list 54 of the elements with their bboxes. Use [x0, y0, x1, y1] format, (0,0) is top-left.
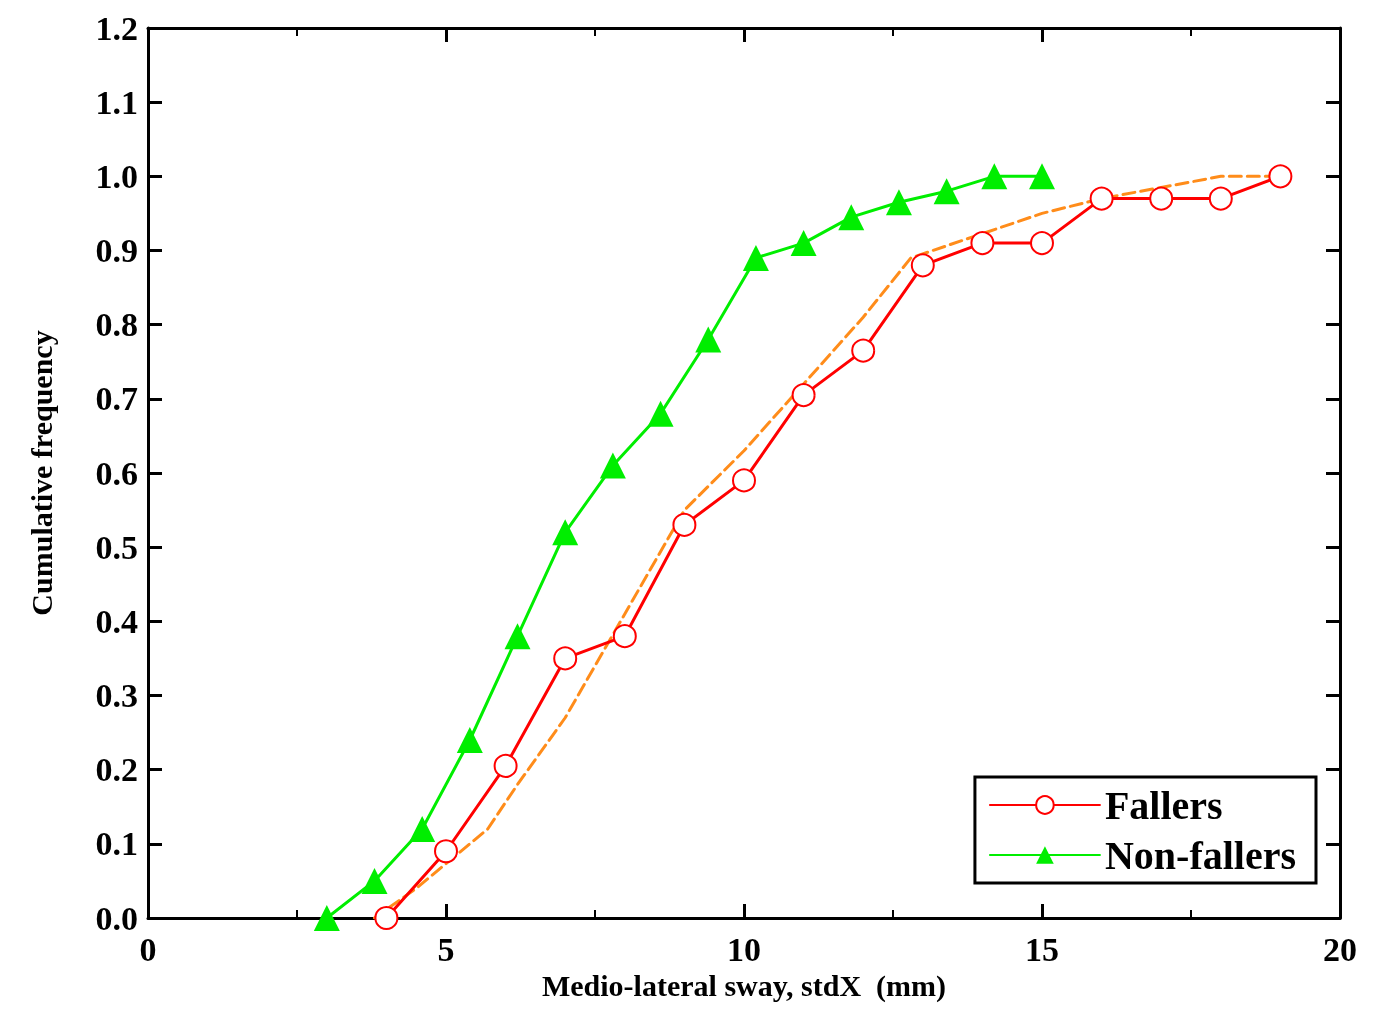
point	[409, 816, 436, 842]
point	[933, 178, 960, 205]
point	[851, 338, 876, 363]
x-tick-label: 20	[1323, 930, 1357, 968]
y-axis-title: Cumulative frequency	[24, 330, 58, 616]
y-tick-label: 1.2	[95, 9, 138, 47]
point	[456, 727, 483, 753]
point	[791, 383, 816, 408]
point	[374, 906, 399, 930]
y-tick-label: 0.7	[95, 380, 138, 418]
point	[1268, 164, 1293, 189]
y-tick-label: 0.4	[95, 602, 138, 640]
point	[732, 468, 756, 493]
point	[612, 624, 637, 649]
point	[970, 231, 995, 256]
y-tick-label: 0.0	[95, 899, 138, 937]
point	[599, 452, 626, 479]
y-tick-label: 0.5	[95, 528, 138, 566]
x-axis-title: Medio-lateral sway, stdX (mm)	[541, 969, 947, 1004]
y-tick-label: 0.1	[95, 825, 138, 863]
x-tick-label: 0	[139, 930, 157, 968]
point	[1149, 186, 1174, 211]
legend-label: Fallers	[1104, 782, 1223, 828]
legend-label: Non-fallers	[1104, 832, 1296, 878]
point	[1089, 186, 1114, 211]
y-tick-label: 0.9	[95, 232, 138, 269]
x-tick-label: 10	[727, 930, 761, 968]
point	[838, 204, 865, 231]
point	[493, 753, 518, 778]
y-tick-label: 0.2	[95, 751, 138, 789]
point	[552, 519, 579, 546]
point	[504, 623, 531, 650]
point	[910, 253, 935, 278]
point	[1030, 231, 1054, 256]
y-tick-label: 0.6	[95, 454, 138, 492]
x-tick-label: 5	[437, 930, 455, 968]
y-tick-label: 0.3	[95, 677, 138, 714]
point	[1208, 186, 1233, 211]
point	[742, 244, 769, 271]
x-tick-label: 15	[1025, 930, 1059, 968]
y-tick-label: 1.0	[95, 157, 138, 195]
point	[313, 905, 340, 931]
point	[434, 839, 458, 864]
y-tick-label: 0.8	[95, 306, 138, 344]
point	[647, 400, 674, 427]
point	[672, 512, 697, 537]
point	[790, 230, 817, 257]
point	[885, 189, 912, 216]
y-tick-label: 1.1	[95, 83, 138, 121]
point	[695, 326, 722, 353]
point	[361, 867, 388, 894]
point	[1029, 163, 1055, 190]
point	[553, 646, 578, 671]
point	[981, 163, 1008, 190]
